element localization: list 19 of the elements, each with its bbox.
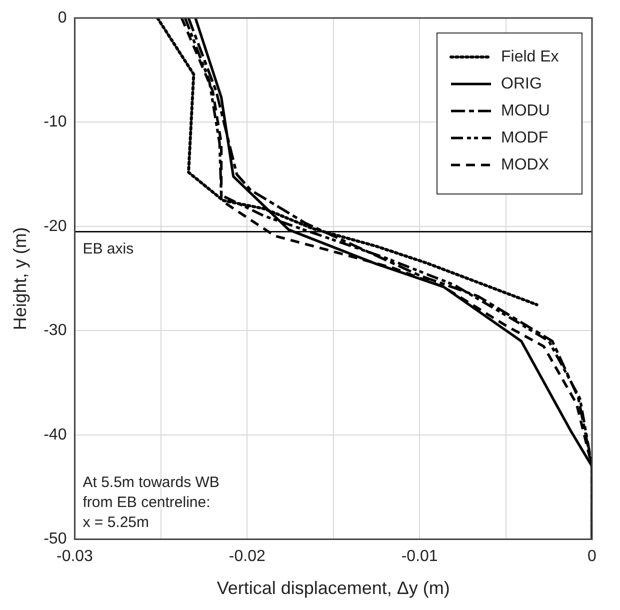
y-tick-label: -20 xyxy=(44,218,67,235)
x-tick-label: -0.01 xyxy=(401,548,438,566)
legend-label: MODU xyxy=(501,102,550,120)
legend-label: Field Ex xyxy=(501,48,559,66)
legend-label: MODX xyxy=(501,156,550,174)
x-tick-label: -0.03 xyxy=(56,548,94,566)
y-tick-label: 0 xyxy=(58,9,67,26)
y-axis-title: Height, y (m) xyxy=(10,227,30,330)
y-tick-label: -10 xyxy=(44,114,67,131)
x-tick-label: -0.02 xyxy=(228,548,266,566)
y-tick-label: -30 xyxy=(44,322,67,340)
legend-label: MODF xyxy=(501,129,548,146)
ref-line-label: EB axis xyxy=(82,240,134,258)
legend-label: ORIG xyxy=(501,75,542,92)
y-tick-label: -40 xyxy=(44,426,67,444)
x-tick-label: 0 xyxy=(588,548,597,566)
annotation: At 5.5m towards WB from EB centreline: x = 5.25m xyxy=(82,474,220,532)
y-tick-label: -50 xyxy=(44,530,67,548)
x-axis-title: Vertical displacement, Δy (m) xyxy=(216,578,450,598)
